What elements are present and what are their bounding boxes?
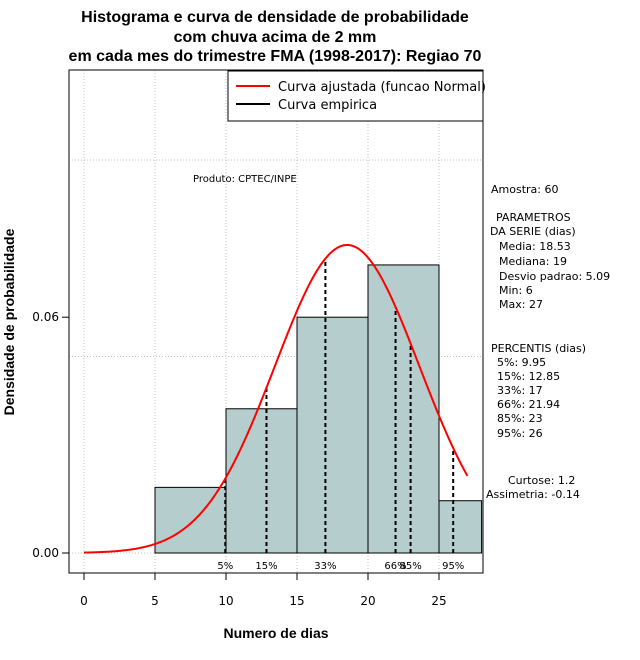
x-axis-title: Numero de dias [223,625,328,641]
chart-title-line-2: com chuva acima de 2 mm [174,29,377,46]
percentile-label: 95% [442,561,464,572]
product-label: Produto: CPTEC/INPE [193,174,297,185]
chart-title-line-1: Histograma e curva de densidade de proba… [81,9,469,26]
param-mean: Media: 18.53 [499,240,571,253]
x-tick-label: 10 [218,594,233,608]
legend-box [227,70,484,122]
legend-label-fitted: Curva ajustada (funcao Normal) [278,80,486,95]
y-axis-title: Densidade de probabilidade [1,228,17,415]
percentile-label: 85% [399,561,421,572]
percentiles-title: PERCENTIS (dias) [491,342,586,355]
histogram-bar [296,316,369,554]
percentile-66: 66%: 21.94 [497,398,560,411]
percentile-label: 15% [255,561,277,572]
legend-label-empirical: Curva empirica [278,98,377,113]
percentile-5: 5%: 9.95 [497,356,546,369]
skewness: Assimetria: -0.14 [486,488,580,501]
sample-size: Amostra: 60 [491,183,558,196]
stats-panel: Amostra: 60 PARAMETROS DA SERIE (dias) M… [486,183,610,501]
histogram-bar [438,500,483,554]
params-title-1: PARAMETROS [496,211,571,224]
kurtosis: Curtose: 1.2 [508,474,575,487]
x-tick-label: 5 [151,594,159,608]
percentile-33: 33%: 17 [497,384,543,397]
x-tick-label: 15 [289,594,304,608]
param-median: Mediana: 19 [499,255,567,268]
percentile-15: 15%: 12.85 [497,370,560,383]
percentile-85: 85%: 23 [497,412,543,425]
percentile-label: 33% [314,561,336,572]
percentile-label: 5% [217,561,233,572]
param-max: Max: 27 [499,298,543,311]
percentile-label: 66% [384,561,406,572]
y-tick-label: 0.00 [32,546,59,560]
fitted-normal-curve [83,243,469,554]
param-sd: Desvio padrao: 5.09 [499,270,610,283]
legend: Curva ajustada (funcao Normal) Curva emp… [227,70,486,122]
histogram-bar [225,408,298,554]
x-tick-label: 25 [431,594,446,608]
y-tick-label: 0.06 [32,310,59,324]
param-min: Min: 6 [499,284,533,297]
chart-title-line-3: em cada mes do trimestre FMA (1998-2017)… [69,48,482,65]
histogram-bar [367,264,440,554]
histogram-bar [154,486,227,554]
x-tick-label: 0 [80,594,88,608]
plot-frame [68,69,484,574]
percentile-95: 95%: 26 [497,427,543,440]
x-tick-label: 20 [360,594,375,608]
params-title-2: DA SERIE (dias) [490,225,576,238]
